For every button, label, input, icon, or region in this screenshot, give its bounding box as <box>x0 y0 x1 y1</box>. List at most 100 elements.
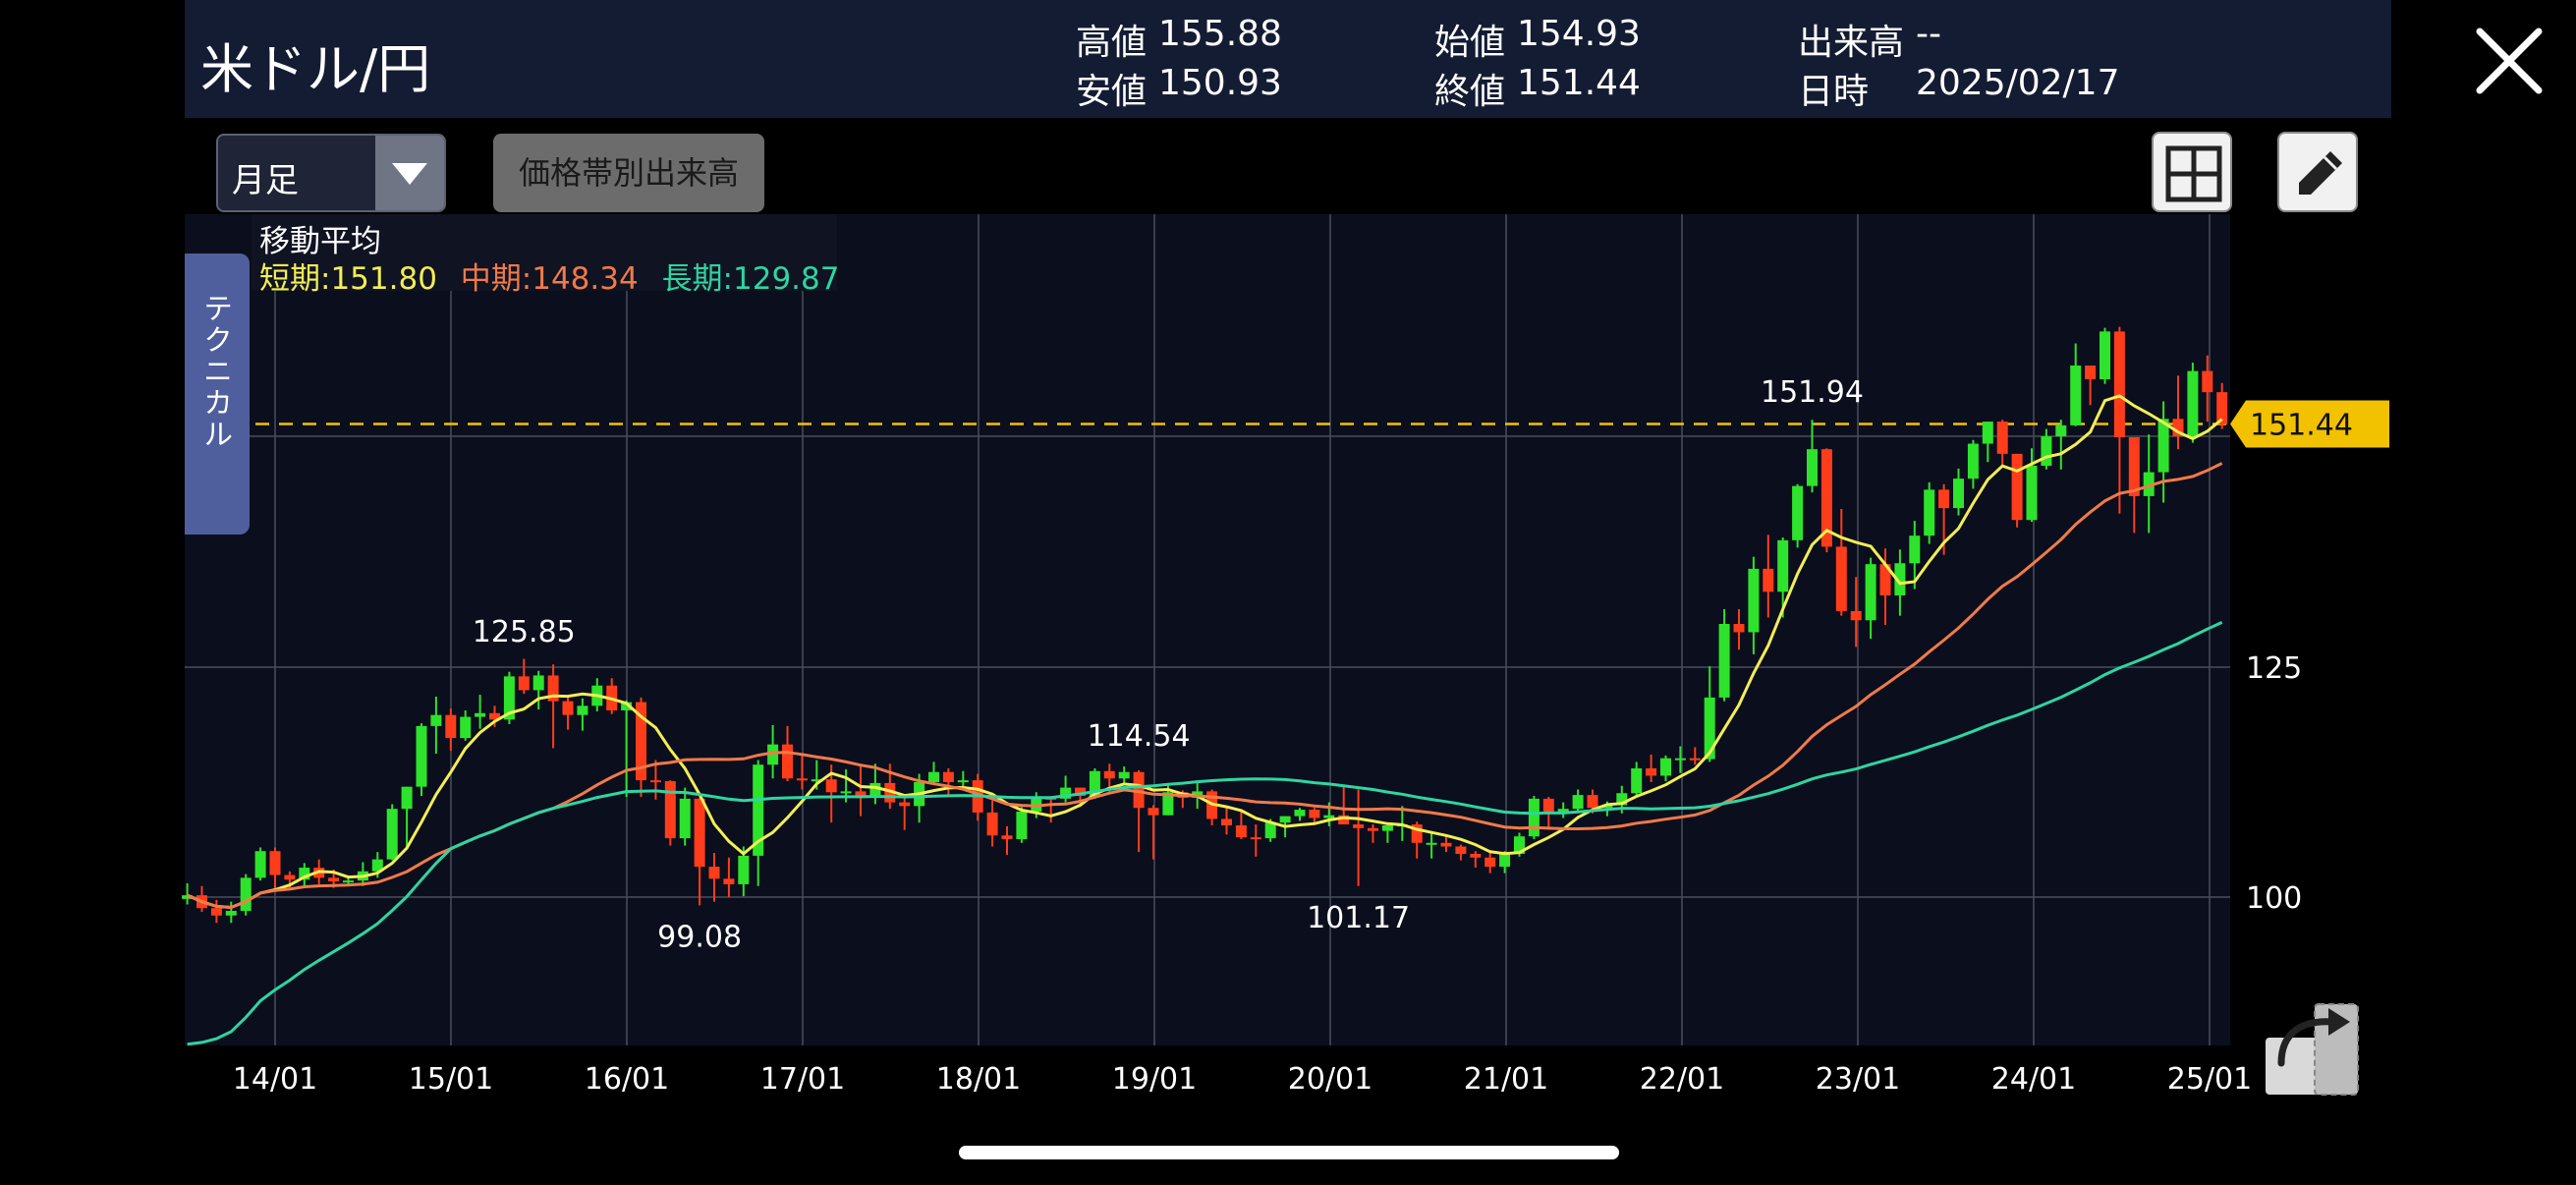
candle-body <box>825 779 837 793</box>
candle-body <box>621 702 633 710</box>
close-icon <box>2476 28 2543 94</box>
close-label: 終値 <box>1434 72 1506 112</box>
candle-body <box>1631 767 1643 794</box>
candle-body <box>562 701 574 715</box>
high-value: 155.88 <box>1158 14 1282 54</box>
candle-body <box>577 705 588 715</box>
moving-average-legend[interactable]: 移動平均 短期:151.80 中期:148.34 長期:129.87 <box>252 214 839 297</box>
candle-body <box>2113 331 2125 437</box>
candle-body <box>1763 568 1774 592</box>
x-tick-label: 14/01 <box>233 1062 317 1097</box>
grid <box>185 214 2230 1045</box>
chevron-down-icon <box>392 163 427 185</box>
candle-body <box>2143 472 2155 496</box>
volume-profile-button[interactable]: 価格帯別出来高 <box>493 134 764 212</box>
candle-body <box>738 855 750 884</box>
date-value: 2025/02/17 <box>1916 63 2120 103</box>
layout-button[interactable] <box>2152 132 2232 212</box>
candle-body <box>1704 697 1715 760</box>
candle-body <box>679 798 691 839</box>
low-value: 150.93 <box>1158 63 1282 103</box>
candle-body <box>386 809 398 860</box>
candle-body <box>1264 822 1276 839</box>
home-indicator <box>959 1146 1619 1159</box>
candle-body <box>1381 824 1393 831</box>
candle-body <box>343 880 354 883</box>
candle-body <box>664 781 676 839</box>
candle-body <box>1572 795 1584 810</box>
candle-body <box>1542 798 1554 812</box>
candle-body <box>1162 792 1174 816</box>
candle-body <box>1924 489 1935 536</box>
candle-body <box>1060 787 1072 799</box>
candle-body <box>723 878 735 884</box>
candle-body <box>475 712 486 717</box>
draw-button[interactable] <box>2277 132 2358 212</box>
price-annotation: 99.08 <box>657 921 742 955</box>
close-button[interactable] <box>2474 26 2545 96</box>
candle-body <box>1250 837 1261 840</box>
candle-body <box>2202 370 2213 393</box>
volume-label: 出来高 <box>1798 23 1905 63</box>
period-dropdown-button[interactable] <box>375 136 444 210</box>
price-annotation: 151.94 <box>1761 375 1864 410</box>
candle-body <box>532 675 544 691</box>
candle-body <box>2041 436 2052 467</box>
close-value: 151.44 <box>1517 63 1641 103</box>
candle-body <box>1470 854 1482 858</box>
candle-body <box>1587 795 1598 809</box>
high-label: 高値 <box>1076 23 1148 63</box>
candle-body <box>796 778 808 781</box>
x-tick-label: 23/01 <box>1816 1062 1900 1097</box>
candle-body <box>1792 485 1804 540</box>
candle-body <box>1967 443 1979 480</box>
candle-body <box>1674 758 1686 761</box>
candle-body <box>1279 816 1291 823</box>
candle-body <box>1323 815 1335 818</box>
low-label: 安値 <box>1076 72 1148 112</box>
chart-toolbar: 月足 価格帯別出来高 <box>185 118 2391 216</box>
moving-average-title: 移動平均 <box>259 224 381 259</box>
candle-body <box>1499 854 1511 868</box>
open-label: 始値 <box>1434 23 1506 63</box>
candle-body <box>328 877 340 882</box>
period-select[interactable]: 月足 <box>216 134 446 212</box>
technical-tab[interactable]: テクニカル <box>185 254 250 535</box>
last-price-label: 151.44 <box>2250 409 2353 443</box>
ma-long-value: 長期:129.87 <box>661 261 840 297</box>
x-tick-label: 19/01 <box>1112 1062 1197 1097</box>
candle-body <box>445 714 457 739</box>
instrument-title: 米ドル/円 <box>200 38 431 100</box>
candle-body <box>1820 449 1832 547</box>
candle-body <box>1368 827 1378 831</box>
candle-body <box>430 714 442 726</box>
candle-body <box>1514 836 1525 855</box>
share-button[interactable] <box>2264 1002 2362 1097</box>
candle-body <box>1557 809 1569 812</box>
candle-body <box>855 791 867 798</box>
candle-body <box>869 782 881 798</box>
technical-tab-label: テクニカル <box>197 293 232 450</box>
instrument-header: 米ドル/円 高値 155.88 安値 150.93 始値 154.93 終値 1… <box>185 0 2543 118</box>
candle-body <box>225 911 237 916</box>
candle-body <box>547 675 559 702</box>
ma-short-line <box>186 394 2223 910</box>
candle-body <box>254 851 266 878</box>
candle-body <box>649 780 661 783</box>
candle-body <box>986 812 998 836</box>
candle-body <box>2216 392 2228 424</box>
candle-body <box>1938 489 1950 509</box>
candle-body <box>1440 842 1452 847</box>
candle-body <box>1646 767 1657 776</box>
candle-body <box>708 867 720 879</box>
moving-average-lines <box>186 394 2223 1046</box>
candle-body <box>2157 419 2169 473</box>
candle-body <box>782 744 793 779</box>
candle-body <box>2085 365 2097 380</box>
candle-body <box>1835 546 1847 611</box>
candle-body <box>1777 539 1789 592</box>
y-tick-label: 100 <box>2246 881 2302 916</box>
candle-body <box>1953 479 1964 509</box>
candle-body <box>1528 798 1540 837</box>
